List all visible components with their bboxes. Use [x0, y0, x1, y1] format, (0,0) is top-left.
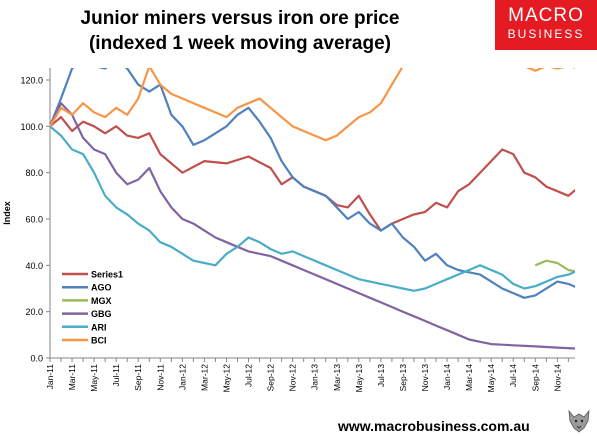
x-tick-label: Jan-11	[45, 364, 55, 390]
x-tick-label: Jan-13	[310, 364, 320, 390]
y-tick-label: 40.0	[25, 261, 43, 271]
x-tick-label: Sep-13	[398, 364, 408, 392]
y-tick-label: 0.0	[30, 354, 43, 364]
y-tick-label: 80.0	[25, 168, 43, 178]
x-tick-label: Sep-14	[530, 364, 540, 392]
series-line-series1	[50, 116, 575, 232]
x-tick-label: Nov-14	[552, 364, 562, 392]
x-tick-label: May-14	[486, 364, 496, 393]
legend-label-bci: BCI	[91, 336, 107, 346]
legend-label-series1: Series1	[91, 270, 123, 280]
y-tick-label: 20.0	[25, 307, 43, 317]
series-line-mgx	[534, 259, 575, 273]
x-tick-label: Jul-12	[244, 364, 254, 387]
x-tick-label: Mar-11	[67, 364, 77, 391]
footer-url: www.macrobusiness.com.au	[338, 418, 530, 434]
series-line-bci	[50, 68, 575, 142]
x-tick-label: Jul-14	[508, 364, 518, 387]
wolf-logo-icon	[566, 408, 592, 434]
macrobusiness-logo: MACRO BUSINESS	[495, 0, 597, 50]
x-tick-label: May-11	[89, 364, 99, 392]
x-tick-label: Jan-12	[177, 364, 187, 390]
x-tick-label: Nov-12	[288, 364, 298, 392]
legend-label-ari: ARI	[91, 322, 107, 332]
y-tick-label: 100.0	[20, 122, 43, 132]
x-tick-label: Jul-11	[111, 364, 121, 387]
x-tick-label: Nov-11	[155, 364, 165, 391]
x-tick-label: Sep-12	[266, 364, 276, 392]
x-tick-label: Nov-13	[420, 364, 430, 392]
legend-label-gbg: GBG	[91, 309, 112, 319]
chart-title-line-1: Junior miners versus iron ore price	[80, 8, 400, 29]
chart-title-line-2: (indexed 1 week moving average)	[88, 33, 391, 54]
x-tick-label: Mar-14	[464, 364, 474, 391]
x-tick-label: Jul-13	[376, 364, 386, 387]
series-line-ago	[50, 68, 575, 299]
legend-label-ago: AGO	[91, 283, 112, 293]
series-line-gbg	[50, 102, 575, 350]
x-tick-label: Mar-13	[332, 364, 342, 391]
logo-line-2: BUSINESS	[507, 27, 585, 41]
series-line-ari	[50, 125, 575, 292]
logo-line-1: MACRO	[508, 5, 584, 26]
x-tick-label: May-12	[221, 364, 231, 393]
x-tick-label: Sep-11	[133, 364, 143, 391]
chart-title: Junior miners versus iron ore price (ind…	[0, 6, 480, 56]
x-tick-label: May-13	[354, 364, 364, 393]
x-tick-label: Jan-14	[442, 364, 452, 390]
legend-label-mgx: MGX	[91, 296, 112, 306]
y-axis-label: Index	[2, 201, 12, 225]
x-tick-label: Mar-12	[199, 364, 209, 391]
y-tick-label: 120.0	[20, 76, 43, 86]
y-tick-label: 60.0	[25, 215, 43, 225]
